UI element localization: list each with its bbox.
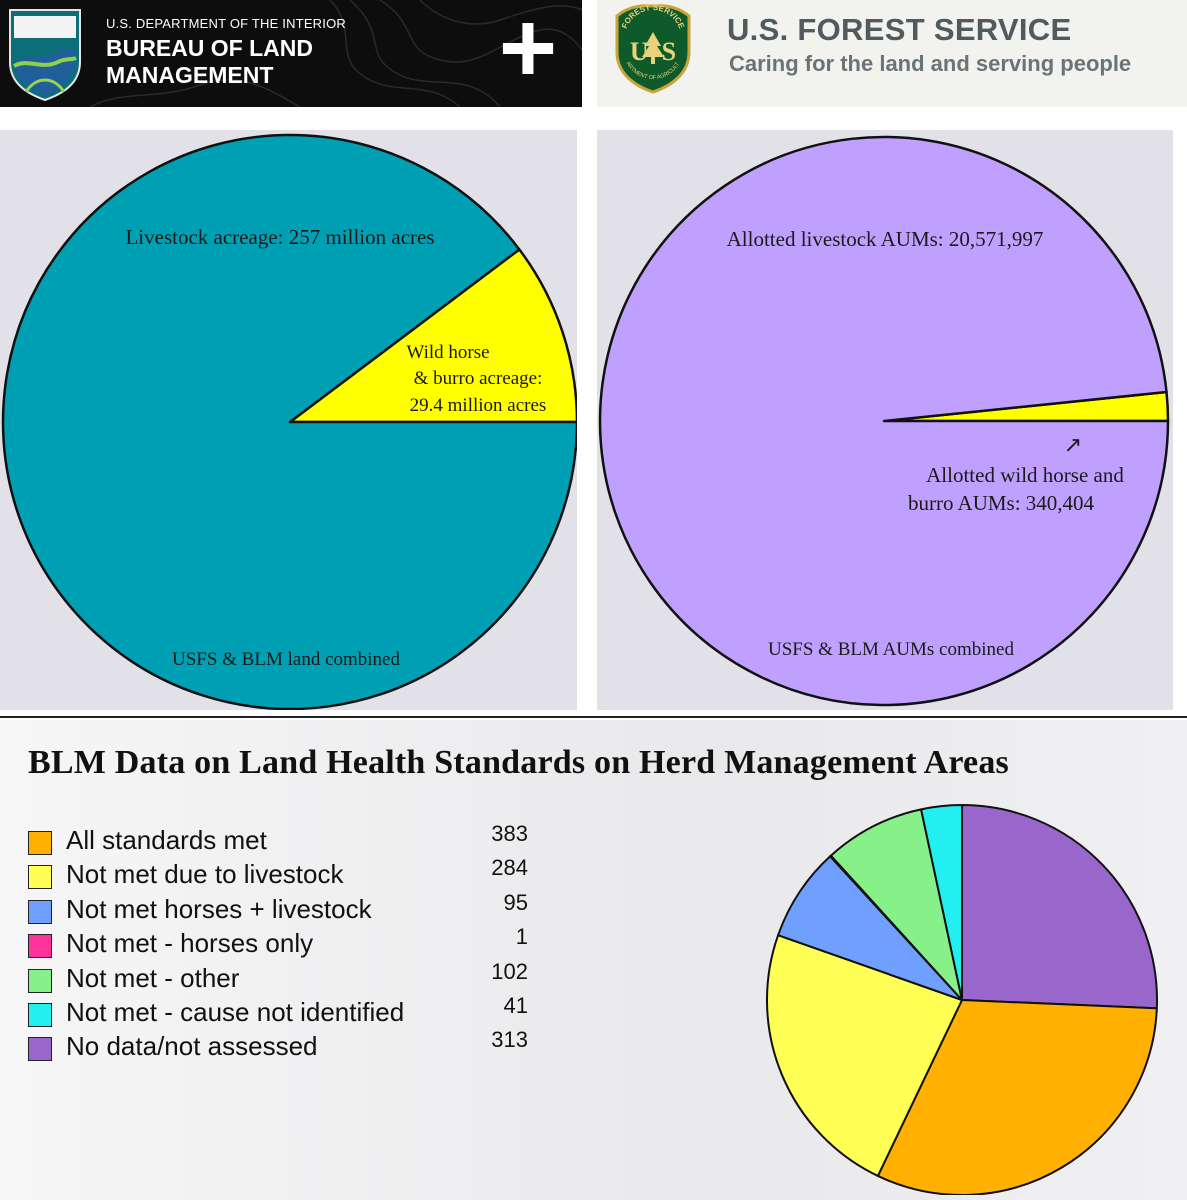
blm-banner: U.S. DEPARTMENT OF THE INTERIOR BUREAU O… bbox=[0, 0, 582, 107]
usfs-title: U.S. FOREST SERVICE bbox=[727, 12, 1072, 47]
legend-item: Not met horses + livestock 95 bbox=[28, 890, 528, 928]
legend-swatch bbox=[28, 968, 52, 993]
usfs-banner: FOREST SERVICE U S DEPARTMENT OF AGRICUL… bbox=[597, 0, 1187, 107]
legend-value: 1 bbox=[515, 924, 528, 950]
legend-label: All standards met bbox=[66, 825, 267, 855]
legend-label: No data/not assessed bbox=[66, 1031, 318, 1062]
left-pie-footer: USFS & BLM land combined bbox=[172, 649, 401, 670]
pie-slice-no-data-not-assessed bbox=[961, 804, 1158, 1010]
wild-horse-acreage-label-line3: 29.4 million acres bbox=[410, 395, 547, 416]
legend-item: Not met - other 102 bbox=[28, 959, 528, 997]
land-acreage-pie-panel: Livestock acreage: 257 million acres Wil… bbox=[0, 130, 577, 710]
pie-slices bbox=[1, 133, 577, 710]
pie-slices bbox=[598, 135, 1170, 707]
land-health-chart-title: BLM Data on Land Health Standards on Her… bbox=[28, 744, 1009, 781]
land-health-pie-chart bbox=[766, 804, 1158, 1195]
plus-icon: + bbox=[499, 10, 557, 94]
legend-label: Not met - other bbox=[66, 962, 240, 993]
legend-value: 41 bbox=[503, 993, 528, 1018]
land-health-chart-section: BLM Data on Land Health Standards on Her… bbox=[0, 720, 1187, 1200]
pie-slice-not-met-other bbox=[829, 808, 963, 1001]
legend-swatch bbox=[28, 899, 52, 924]
wild-horse-acreage-label-line2: & burro acreage: bbox=[414, 368, 543, 389]
livestock-aums-label: Allotted livestock AUMs: 20,571,997 bbox=[727, 227, 1044, 251]
legend-value: 95 bbox=[503, 889, 528, 915]
right-pie-footer: USFS & BLM AUMs combined bbox=[768, 639, 1014, 660]
pie-slice-1 bbox=[1, 133, 577, 710]
blm-badge-logo bbox=[9, 9, 81, 102]
pie-slices bbox=[766, 804, 1158, 1195]
pie-slice-1 bbox=[598, 135, 1170, 707]
legend-swatch bbox=[28, 865, 52, 890]
legend-swatch bbox=[28, 934, 52, 959]
blm-department-text: U.S. DEPARTMENT OF THE INTERIOR bbox=[106, 16, 346, 31]
plus-symbol: + bbox=[499, 10, 557, 94]
tree-icon bbox=[642, 32, 664, 57]
pie-slice-not-met-due-to-livestock bbox=[766, 934, 963, 1177]
legend-label: Not met - cause not identified bbox=[66, 997, 405, 1027]
section-divider bbox=[0, 716, 1187, 718]
usfs-tagline: Caring for the land and serving people bbox=[729, 51, 1132, 76]
pie-slice-not-met-cause-not-identified bbox=[920, 804, 963, 1001]
legend-value: 284 bbox=[491, 855, 528, 881]
legend-label: Not met horses + livestock bbox=[66, 893, 372, 924]
wild-horse-aums-label-line1: Allotted wild horse and bbox=[926, 463, 1124, 487]
land-acreage-pie-chart: Livestock acreage: 257 million acres Wil… bbox=[1, 133, 577, 710]
pie-slice-0 bbox=[288, 248, 577, 424]
blm-name-line2: MANAGEMENT bbox=[106, 62, 274, 88]
legend-swatch bbox=[28, 831, 52, 855]
pointer-arrow-icon: ↗ bbox=[1064, 432, 1082, 457]
pie-slice-all-standards-met bbox=[876, 999, 1158, 1195]
legend-item: Not met due to livestock 284 bbox=[28, 855, 528, 893]
aum-pie-chart: Allotted livestock AUMs: 20,571,997 ↗ Al… bbox=[598, 135, 1170, 707]
legend-item: All standards met 383 bbox=[28, 821, 528, 859]
legend-value: 313 bbox=[491, 1027, 528, 1053]
wild-horse-aums-label-line2: burro AUMs: 340,404 bbox=[908, 491, 1095, 515]
aum-pie-panel: Allotted livestock AUMs: 20,571,997 ↗ Al… bbox=[597, 130, 1173, 710]
legend-label: Not met - horses only bbox=[66, 928, 314, 959]
pie-slice-not-met-horses-livestock bbox=[777, 855, 963, 1001]
legend-item: Not met - cause not identified 41 bbox=[28, 993, 528, 1031]
blm-wordmark: U.S. DEPARTMENT OF THE INTERIOR BUREAU O… bbox=[106, 16, 346, 89]
legend-swatch bbox=[28, 1003, 52, 1027]
legend-item: Not met - horses only 1 bbox=[28, 924, 528, 962]
legend-swatch bbox=[28, 1037, 52, 1062]
legend-item: No data/not assessed 313 bbox=[28, 1027, 528, 1065]
usfs-shield-logo: FOREST SERVICE U S DEPARTMENT OF AGRICUL… bbox=[611, 2, 691, 94]
legend-label: Not met due to livestock bbox=[66, 859, 344, 890]
wild-horse-acreage-label-line1: Wild horse bbox=[406, 342, 489, 363]
legend-value: 383 bbox=[491, 821, 528, 846]
contour-lines-decoration bbox=[89, 0, 582, 107]
livestock-acreage-label: Livestock acreage: 257 million acres bbox=[125, 225, 434, 249]
blm-name-line1: BUREAU OF LAND bbox=[106, 35, 313, 61]
legend-value: 102 bbox=[491, 958, 528, 984]
